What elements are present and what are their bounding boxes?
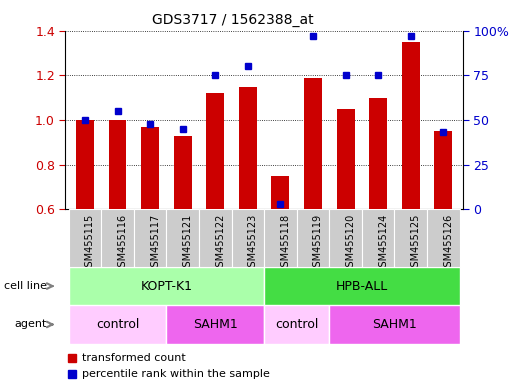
Text: GSM455118: GSM455118 <box>280 214 290 273</box>
Title: GDS3717 / 1562388_at: GDS3717 / 1562388_at <box>152 13 313 27</box>
Bar <box>304 78 322 209</box>
Bar <box>434 131 452 209</box>
Text: SAHM1: SAHM1 <box>193 318 237 331</box>
Text: GSM455115: GSM455115 <box>85 214 95 273</box>
Bar <box>362 209 394 267</box>
Bar <box>69 267 264 305</box>
Bar <box>141 127 159 209</box>
Bar <box>166 305 264 344</box>
Text: GSM455123: GSM455123 <box>248 214 258 273</box>
Text: GSM455117: GSM455117 <box>150 214 160 273</box>
Bar <box>174 136 191 209</box>
Bar <box>134 209 166 267</box>
Bar <box>329 209 362 267</box>
Text: GSM455122: GSM455122 <box>215 214 225 273</box>
Bar <box>232 209 264 267</box>
Text: GSM455121: GSM455121 <box>183 214 192 273</box>
Text: control: control <box>275 318 319 331</box>
Text: GSM455124: GSM455124 <box>378 214 388 273</box>
Text: HPB-ALL: HPB-ALL <box>336 280 388 293</box>
Bar <box>166 209 199 267</box>
Text: GSM455116: GSM455116 <box>118 214 128 273</box>
Bar <box>427 209 460 267</box>
Bar <box>76 120 94 209</box>
Text: cell line: cell line <box>4 281 47 291</box>
Text: agent: agent <box>15 319 47 329</box>
Text: KOPT-K1: KOPT-K1 <box>140 280 192 293</box>
Bar <box>271 176 289 209</box>
Bar <box>101 209 134 267</box>
Bar <box>199 209 232 267</box>
Text: GSM455119: GSM455119 <box>313 214 323 273</box>
Bar <box>369 98 387 209</box>
Text: GSM455126: GSM455126 <box>444 214 453 273</box>
Bar <box>337 109 355 209</box>
Text: control: control <box>96 318 139 331</box>
Bar <box>402 42 419 209</box>
Text: SAHM1: SAHM1 <box>372 318 417 331</box>
Bar <box>297 209 329 267</box>
Bar <box>329 305 460 344</box>
Text: GSM455125: GSM455125 <box>411 214 420 273</box>
Bar <box>109 120 127 209</box>
Text: percentile rank within the sample: percentile rank within the sample <box>82 369 270 379</box>
Bar <box>69 305 166 344</box>
Bar <box>264 267 460 305</box>
Text: transformed count: transformed count <box>82 353 186 363</box>
Text: GSM455120: GSM455120 <box>346 214 356 273</box>
Bar <box>394 209 427 267</box>
Bar <box>206 93 224 209</box>
Bar <box>69 209 101 267</box>
Bar <box>264 209 297 267</box>
Bar <box>239 86 257 209</box>
Bar <box>264 305 329 344</box>
